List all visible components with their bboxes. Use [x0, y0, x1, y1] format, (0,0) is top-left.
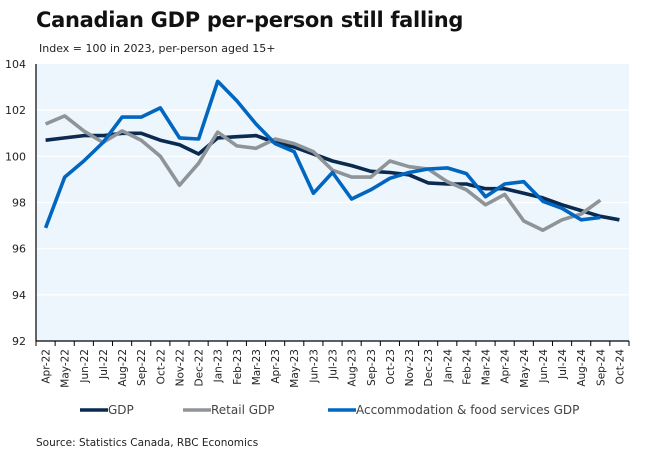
series-line-retail-gdp — [44, 114, 602, 232]
x-tick-label: May-23 — [289, 349, 301, 388]
x-tick-label: Nov-22 — [174, 349, 186, 386]
legend-item: Accommodation & food services GDP — [328, 403, 579, 417]
x-axis: Apr-22 May-22 Jun-22 Jul-22 Aug-22 Sep-22 Oct-… — [35, 340, 630, 388]
x-tick-label: Dec-22 — [194, 349, 206, 386]
series-line-accommodation-food-services-gdp — [43, 79, 601, 229]
x-tick-label: Jul-22 — [98, 349, 110, 380]
x-tick-label: Aug-22 — [117, 349, 129, 387]
legend: GDP Retail GDP Accommodation & food servic… — [80, 403, 579, 417]
y-tick-label: 98 — [12, 197, 26, 210]
legend-item: Retail GDP — [183, 403, 275, 417]
x-tick-label: Jul-23 — [328, 349, 340, 380]
x-tick-label: Mar-23 — [251, 349, 263, 385]
legend-label: Accommodation & food services GDP — [356, 403, 579, 417]
y-tick-label: 96 — [12, 243, 26, 256]
x-tick-label: Nov-23 — [404, 349, 416, 386]
x-tick-label: Feb-24 — [461, 349, 473, 385]
series-line-gdp — [45, 131, 620, 222]
x-tick-label: May-22 — [60, 349, 72, 388]
x-tick-label: Jan-23 — [213, 349, 225, 383]
chart-subtitle: Index = 100 in 2023, per-person aged 15+ — [39, 42, 276, 55]
x-tick-label: Oct-22 — [155, 349, 167, 384]
x-tick-label: Oct-24 — [614, 349, 626, 385]
chart-title: Canadian GDP per-person still falling — [36, 8, 464, 32]
y-tick-label: 94 — [12, 289, 26, 302]
x-tick-label: Sep-22 — [136, 349, 148, 386]
x-tick-label: Apr-22 — [41, 349, 53, 384]
x-tick-label: May-24 — [519, 349, 531, 388]
x-tick-label: Aug-23 — [347, 349, 359, 387]
source-note: Source: Statistics Canada, RBC Economics — [36, 437, 259, 449]
x-tick-label: Feb-23 — [232, 349, 244, 385]
x-tick-label: Apr-23 — [270, 349, 282, 384]
legend-label: GDP — [108, 403, 134, 417]
x-tick-label: Jan-24 — [442, 349, 454, 384]
x-tick-label: Apr-24 — [500, 349, 512, 384]
gridlines — [36, 109, 629, 296]
x-tick-label: Aug-24 — [576, 349, 588, 387]
x-tick-label: Mar-24 — [481, 349, 493, 386]
x-tick-label: Jun-22 — [79, 349, 91, 384]
x-tick-label: Sep-24 — [595, 349, 607, 386]
legend-label: Retail GDP — [211, 403, 275, 417]
x-tick-label: Sep-23 — [366, 349, 378, 386]
legend-item: GDP — [80, 403, 134, 417]
x-tick-label: Jun-23 — [308, 349, 320, 384]
y-tick-label: 100 — [5, 150, 26, 163]
x-tick-label: Jun-24 — [538, 349, 550, 384]
x-tick-label: Jul-24 — [557, 349, 569, 380]
y-tick-label: 92 — [12, 335, 26, 348]
y-axis: 92 94 96 98 100 102 104 — [5, 58, 37, 348]
y-tick-label: 102 — [5, 104, 26, 117]
y-tick-label: 104 — [5, 58, 26, 71]
x-tick-label: Dec-23 — [423, 349, 435, 386]
series-lines — [43, 79, 620, 232]
x-tick-label: Oct-23 — [385, 349, 397, 384]
